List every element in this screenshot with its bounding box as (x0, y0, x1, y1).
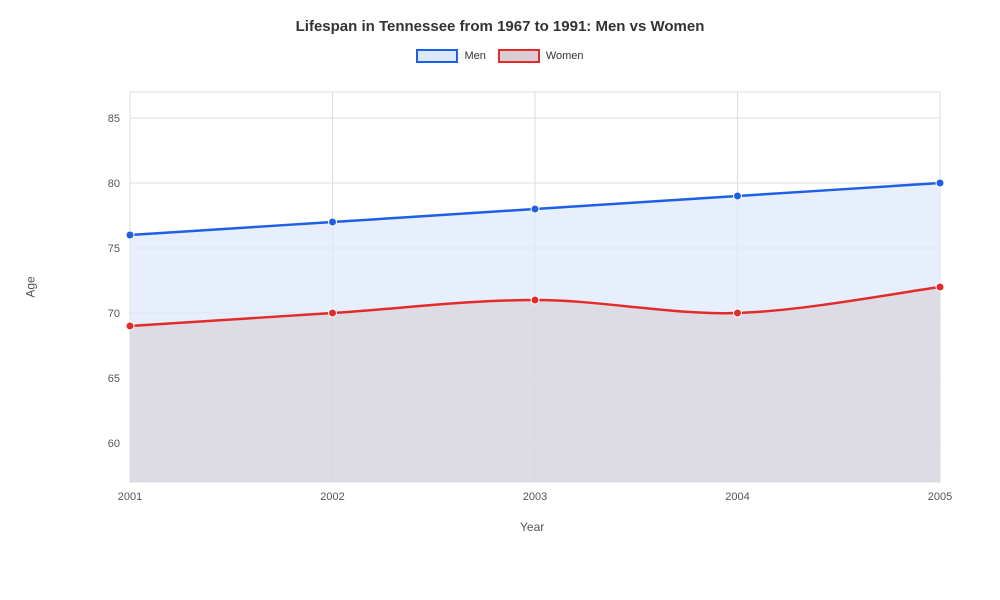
y-axis-title: Age (24, 276, 38, 297)
x-tick-label: 2004 (725, 491, 749, 503)
legend: Men Women (0, 49, 1000, 63)
legend-item-men: Men (416, 49, 485, 63)
legend-label-men: Men (464, 50, 485, 62)
x-tick-label: 2002 (320, 491, 344, 503)
data-point (126, 231, 134, 239)
legend-label-women: Women (546, 50, 584, 62)
legend-swatch-women (498, 49, 540, 63)
y-tick-label: 60 (108, 438, 120, 450)
y-tick-label: 65 (108, 373, 120, 385)
x-tick-label: 2005 (928, 491, 952, 503)
chart-container: Lifespan in Tennessee from 1967 to 1991:… (0, 0, 1000, 600)
x-tick-label: 2003 (523, 491, 547, 503)
y-tick-label: 75 (108, 243, 120, 255)
data-point (531, 205, 539, 213)
legend-swatch-men (416, 49, 458, 63)
x-axis-title: Year (520, 520, 544, 534)
y-tick-label: 70 (108, 308, 120, 320)
data-point (329, 218, 337, 226)
y-tick-label: 85 (108, 113, 120, 125)
plot-svg: 60 65 70 75 80 85 2001 2002 2003 2004 2005 (60, 82, 960, 522)
data-point (734, 309, 742, 317)
x-tick-label: 2001 (118, 491, 142, 503)
y-tick-label: 80 (108, 178, 120, 190)
data-point (126, 322, 134, 330)
legend-item-women: Women (498, 49, 584, 63)
data-point (329, 309, 337, 317)
data-point (936, 283, 944, 291)
data-point (734, 192, 742, 200)
chart-title: Lifespan in Tennessee from 1967 to 1991:… (0, 0, 1000, 35)
plot-area: 60657075808520012002200320042005 Age Yea… (60, 82, 960, 522)
data-point (531, 296, 539, 304)
data-point (936, 179, 944, 187)
